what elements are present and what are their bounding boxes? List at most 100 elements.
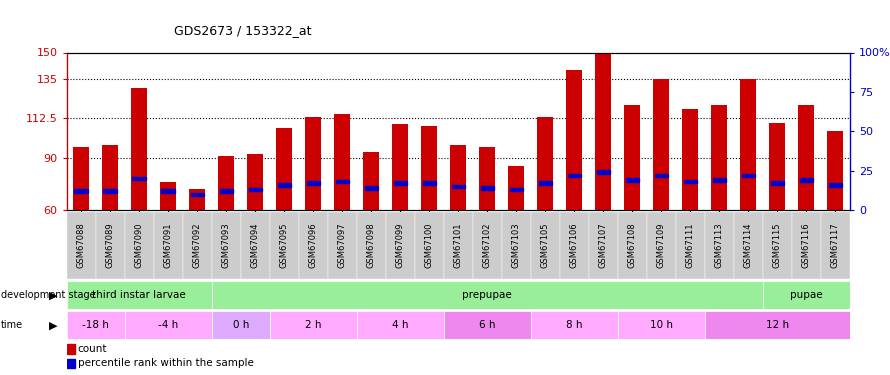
Bar [566, 70, 582, 210]
Bar [450, 145, 466, 210]
Bar [792, 212, 821, 279]
Text: time: time [1, 320, 23, 330]
Bar [596, 171, 611, 174]
Bar [589, 212, 618, 279]
Bar [161, 189, 175, 193]
Text: development stage: development stage [1, 290, 95, 300]
Bar [734, 212, 763, 279]
Text: 12 h: 12 h [766, 320, 789, 330]
Bar [705, 311, 850, 339]
Bar [125, 311, 212, 339]
Bar [212, 281, 763, 309]
Bar [212, 311, 270, 339]
Text: GSM67114: GSM67114 [744, 223, 753, 268]
Bar [357, 212, 386, 279]
Bar [306, 182, 320, 185]
Bar [154, 212, 182, 279]
Bar [684, 180, 697, 183]
Bar [451, 184, 465, 188]
Text: GSM67098: GSM67098 [367, 223, 376, 268]
Text: GSM67094: GSM67094 [251, 223, 260, 268]
Bar [763, 212, 792, 279]
Bar [67, 344, 75, 354]
Bar [276, 128, 292, 210]
Bar [336, 180, 349, 183]
Bar [828, 131, 844, 210]
Bar [365, 186, 378, 190]
Text: prepupae: prepupae [463, 290, 513, 300]
Bar [770, 123, 785, 210]
Bar [218, 156, 234, 210]
Text: GSM67091: GSM67091 [164, 223, 173, 268]
Text: count: count [77, 344, 107, 354]
Text: GSM67099: GSM67099 [396, 223, 405, 268]
Bar [618, 212, 647, 279]
Bar [67, 212, 96, 279]
Bar [392, 124, 409, 210]
Bar [190, 192, 204, 196]
Text: GSM67103: GSM67103 [512, 223, 521, 268]
Bar [618, 311, 705, 339]
Text: 4 h: 4 h [392, 320, 409, 330]
Bar [502, 212, 530, 279]
Bar [538, 182, 552, 185]
Text: -18 h: -18 h [82, 320, 109, 330]
Bar [473, 212, 502, 279]
Bar [102, 145, 118, 210]
Bar [711, 105, 727, 210]
Text: ▶: ▶ [49, 290, 58, 300]
Bar [740, 79, 756, 210]
Text: GSM67093: GSM67093 [222, 223, 231, 268]
Bar [299, 212, 328, 279]
Text: -4 h: -4 h [158, 320, 178, 330]
Bar [357, 311, 444, 339]
Bar [798, 105, 814, 210]
Bar [75, 189, 88, 193]
Text: GSM67111: GSM67111 [686, 223, 695, 268]
Bar [530, 212, 560, 279]
Bar [741, 174, 756, 177]
Bar [270, 212, 299, 279]
Text: GSM67106: GSM67106 [570, 223, 578, 268]
Text: 8 h: 8 h [566, 320, 583, 330]
Bar [530, 311, 618, 339]
Bar [595, 53, 611, 210]
Bar [480, 147, 496, 210]
Bar [241, 212, 270, 279]
Text: GSM67108: GSM67108 [627, 223, 637, 268]
Text: GSM67089: GSM67089 [106, 223, 115, 268]
Text: GSM67088: GSM67088 [77, 223, 85, 268]
Text: GSM67096: GSM67096 [309, 223, 318, 268]
Bar [676, 212, 705, 279]
Bar [763, 281, 850, 309]
Text: 2 h: 2 h [305, 320, 321, 330]
Text: GSM67100: GSM67100 [425, 223, 433, 268]
Bar [67, 281, 212, 309]
Bar [481, 186, 494, 190]
Bar [190, 189, 206, 210]
Bar [247, 154, 263, 210]
Bar [125, 212, 154, 279]
Bar [67, 311, 125, 339]
Bar [829, 183, 842, 186]
Bar [73, 147, 89, 210]
Bar [212, 212, 241, 279]
Text: GSM67090: GSM67090 [134, 223, 144, 268]
Bar [508, 166, 524, 210]
Bar [713, 178, 726, 182]
Bar [305, 117, 321, 210]
Bar [510, 188, 523, 191]
Bar [363, 152, 379, 210]
Bar [160, 182, 176, 210]
Bar [67, 358, 75, 368]
Bar [270, 311, 357, 339]
Bar [683, 108, 699, 210]
Text: 0 h: 0 h [232, 320, 249, 330]
Bar [705, 212, 734, 279]
Text: pupae: pupae [790, 290, 822, 300]
Bar [335, 114, 351, 210]
Bar [421, 126, 437, 210]
Text: 6 h: 6 h [479, 320, 496, 330]
Bar [444, 311, 530, 339]
Text: GSM67113: GSM67113 [715, 223, 724, 268]
